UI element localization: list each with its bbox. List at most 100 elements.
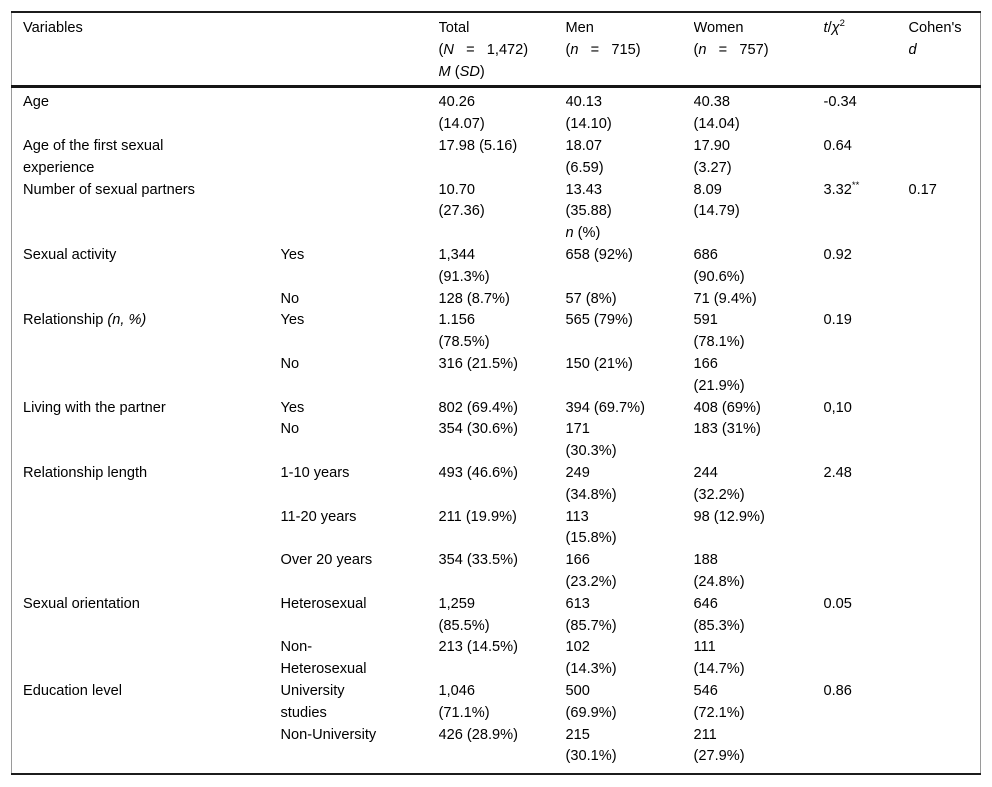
cell-total: 1.156 (78.5%)	[439, 310, 566, 354]
text-segment: 128 (8.7%)	[438, 290, 510, 307]
cell-variables	[12, 507, 281, 551]
text-segment: Sexual activity	[23, 246, 117, 263]
text-segment: Relationship	[23, 312, 108, 329]
text-segment: 3.32	[823, 181, 852, 198]
cell-variables: Sexual orientation	[12, 594, 281, 638]
text-segment: 18.07 (6.59)	[565, 137, 604, 176]
cell-t-chi2: -0.34	[824, 87, 909, 136]
text-segment: 546 (72.1%)	[693, 682, 745, 721]
cell-men: 565 (79%)	[566, 310, 694, 354]
cell-women: 546 (72.1%)	[694, 681, 824, 725]
text-segment: 188 (24.8%)	[693, 552, 745, 590]
column-header-total: Total (N = 1,472) M (SD)	[438, 12, 566, 89]
cell-t-chi2	[824, 725, 909, 775]
cell-women: 211 (27.9%)	[694, 725, 824, 775]
text-segment: 211 (19.9%)	[438, 508, 517, 525]
cell-men: 150 (21%)	[566, 354, 694, 398]
text-segment: /	[827, 20, 832, 36]
text-segment: 591 (78.1%)	[693, 312, 745, 351]
text-segment: = 715)	[578, 41, 641, 58]
cell-women: 646 (85.3%)	[694, 594, 824, 638]
cell-total: 354 (33.5%)	[439, 550, 566, 594]
cell-subcategory: 1-10 years	[281, 463, 439, 507]
text-segment: 316 (21.5%)	[438, 355, 519, 372]
cell-subcategory: Non- Heterosexual	[281, 637, 439, 681]
cell-variables: Sexual activity	[12, 245, 281, 289]
cell-men: 394 (69.7%)	[566, 398, 694, 420]
cell-women: 71 (9.4%)	[694, 289, 824, 311]
table-row: No 128 (8.7%) 57 (8%) 71 (9.4%)	[12, 289, 981, 311]
sample-characteristics-table: Variables Total (N = 1,472) M (SD) Men (n …	[11, 11, 981, 776]
text-segment: = 757)	[706, 41, 769, 58]
cell-women: 188 (24.8%)	[694, 550, 824, 594]
text-segment: (%)	[573, 225, 601, 242]
text-segment: No	[280, 290, 300, 307]
text-segment: Total (	[438, 20, 470, 58]
cell-total: 1,046 (71.1%)	[439, 681, 566, 725]
cell-subcategory: Yes	[281, 245, 439, 289]
document-page: Variables Total (N = 1,472) M (SD) Men (n …	[11, 11, 981, 776]
text-segment: University studies	[280, 682, 345, 721]
cell-variables: Relationship (n, %)	[12, 310, 281, 354]
cell-variables	[12, 550, 281, 594]
text-segment: 686 (90.6%)	[693, 246, 745, 285]
cell-total: 211 (19.9%)	[439, 507, 566, 551]
cell-total: 354 (30.6%)	[439, 419, 566, 463]
table-row: 11-20 years 211 (19.9%) 113 (15.8%) 98 (12.…	[12, 507, 981, 551]
text-segment: 171 (30.3%)	[565, 421, 617, 460]
table-row: Number of sexual partners 10.70 (27.36) 13…	[12, 180, 981, 224]
cell-variables: Age of the first sexual experience	[12, 136, 281, 180]
cell-women: 40.38 (14.04)	[694, 87, 824, 136]
text-segment: Age	[23, 94, 49, 111]
cell-subcategory: No	[281, 354, 439, 398]
table-row: Relationship length 1-10 years 493 (46.6%)…	[12, 463, 981, 507]
text-segment: 40.13 (14.10)	[565, 94, 612, 133]
cell-cohens-d	[909, 289, 981, 311]
cell-t-chi2	[824, 419, 909, 463]
cell-women: 244 (32.2%)	[694, 463, 824, 507]
text-segment: 354 (33.5%)	[438, 552, 519, 569]
text-segment: 13.43 (35.88)	[565, 181, 612, 220]
cell-men: 102 (14.3%)	[566, 637, 694, 681]
cell-total: 493 (46.6%)	[439, 463, 566, 507]
text-segment: Women (	[693, 20, 744, 58]
text-segment: 646 (85.3%)	[693, 595, 745, 634]
cell-t-chi2: 3.32**	[824, 180, 909, 224]
text-segment: 111 (14.7%)	[693, 639, 745, 678]
cell-variables: Relationship length	[12, 463, 281, 507]
text-segment: Non-University	[280, 726, 377, 743]
text-segment: No	[280, 421, 300, 438]
text-segment: 0.64	[823, 137, 852, 154]
text-segment: Heterosexual	[280, 595, 367, 612]
text-segment: 802 (69.4%)	[438, 399, 519, 416]
cell-cohens-d	[909, 463, 981, 507]
text-segment: 2.48	[823, 464, 852, 481]
table-row: Over 20 years 354 (33.5%) 166 (23.2%) 188 (…	[12, 550, 981, 594]
cell-women: 408 (69%)	[694, 398, 824, 420]
text-segment: 0,10	[823, 399, 852, 416]
text-segment: )	[479, 63, 485, 80]
table-row: Relationship (n, %) Yes 1.156 (78.5%) 565 (…	[12, 310, 981, 354]
header-row: Variables Total (N = 1,472) M (SD) Men (n …	[11, 12, 981, 89]
cell-cohens-d	[909, 550, 981, 594]
table-header: Variables Total (N = 1,472) M (SD) Men (n …	[11, 12, 981, 89]
text-segment: 17.90 (3.27)	[693, 137, 732, 176]
table-row: Age of the first sexual experience 17.98 …	[12, 136, 981, 180]
text-segment: 0.86	[823, 682, 852, 699]
text-segment: Yes	[280, 399, 305, 416]
cell-men: 113 (15.8%)	[566, 507, 694, 551]
cell-women: 591 (78.1%)	[694, 310, 824, 354]
text-segment: 113 (15.8%)	[565, 508, 617, 547]
text-segment: 1,259 (85.5%)	[438, 595, 490, 634]
cell-women: 111 (14.7%)	[694, 637, 824, 681]
cell-men: 57 (8%)	[566, 289, 694, 311]
cell-cohens-d	[909, 354, 981, 398]
cell-subcategory: No	[281, 419, 439, 463]
cell-total: 426 (28.9%)	[439, 725, 566, 775]
cell-variables: Number of sexual partners	[12, 180, 281, 224]
column-header-t-chi2: t/χ2	[823, 12, 909, 89]
text-segment: 2	[839, 18, 845, 30]
text-segment: 40.26 (14.07)	[438, 94, 485, 133]
cell-men: 40.13 (14.10)	[566, 87, 694, 136]
text-segment: 493 (46.6%)	[438, 464, 519, 481]
